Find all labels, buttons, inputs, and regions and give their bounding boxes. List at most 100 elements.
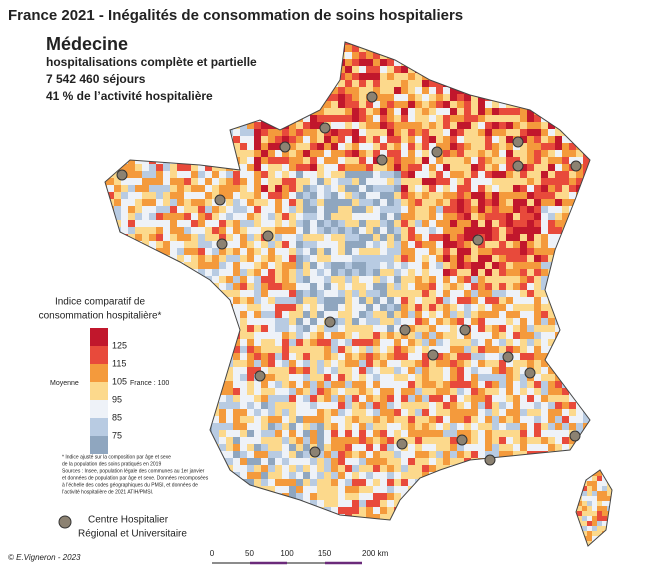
- commune-area: [520, 444, 528, 452]
- commune-area: [436, 360, 444, 368]
- commune-area: [205, 486, 213, 494]
- commune-area: [219, 87, 227, 95]
- commune-area: [135, 416, 143, 424]
- commune-area: [527, 157, 535, 165]
- commune-area: [394, 241, 402, 249]
- commune-area: [177, 409, 185, 417]
- commune-area: [471, 150, 479, 158]
- commune-area: [317, 360, 325, 368]
- commune-area: [548, 178, 556, 186]
- commune-area: [310, 220, 318, 228]
- commune-area: [373, 290, 381, 298]
- commune-area: [289, 262, 297, 270]
- commune-area: [359, 521, 367, 529]
- commune-area: [254, 437, 262, 445]
- commune-area: [394, 304, 402, 312]
- commune-area: [415, 206, 423, 214]
- commune-area: [499, 283, 507, 291]
- commune-area: [275, 42, 283, 46]
- commune-area: [492, 479, 500, 487]
- commune-area: [247, 318, 255, 326]
- commune-area: [602, 470, 608, 472]
- commune-area: [233, 248, 241, 256]
- commune-area: [296, 311, 304, 319]
- commune-area: [345, 290, 353, 298]
- commune-area: [331, 94, 339, 102]
- commune-area: [555, 388, 563, 396]
- commune-area: [191, 283, 199, 291]
- commune-area: [317, 255, 325, 263]
- commune-area: [436, 220, 444, 228]
- commune-area: [149, 241, 157, 249]
- commune-area: [296, 367, 304, 375]
- commune-area: [471, 206, 479, 214]
- commune-area: [415, 157, 423, 165]
- commune-area: [415, 94, 423, 102]
- commune-area: [352, 388, 360, 396]
- commune-area: [499, 248, 507, 256]
- commune-area: [135, 283, 143, 291]
- commune-area: [289, 283, 297, 291]
- commune-area: [105, 136, 108, 144]
- commune-area: [569, 66, 577, 74]
- commune-area: [219, 311, 227, 319]
- commune-area: [331, 374, 339, 382]
- commune-area: [394, 269, 402, 277]
- commune-area: [275, 255, 283, 263]
- commune-area: [562, 199, 570, 207]
- commune-area: [170, 171, 178, 179]
- commune-area: [303, 353, 311, 361]
- commune-area: [184, 444, 192, 452]
- commune-area: [527, 451, 535, 459]
- commune-area: [240, 332, 248, 340]
- commune-area: [191, 437, 199, 445]
- commune-area: [212, 262, 220, 270]
- commune-area: [408, 171, 416, 179]
- commune-area: [296, 353, 304, 361]
- commune-area: [352, 507, 360, 515]
- commune-area: [387, 66, 395, 74]
- commune-area: [520, 381, 528, 389]
- commune-area: [429, 360, 437, 368]
- commune-area: [527, 465, 535, 473]
- commune-area: [576, 444, 584, 452]
- commune-area: [163, 115, 171, 123]
- commune-area: [338, 87, 346, 95]
- commune-area: [527, 199, 535, 207]
- commune-area: [275, 262, 283, 270]
- commune-area: [387, 192, 395, 200]
- commune-area: [394, 297, 402, 305]
- commune-area: [247, 388, 255, 396]
- commune-area: [317, 493, 325, 501]
- commune-area: [296, 192, 304, 200]
- commune-area: [366, 325, 374, 333]
- commune-area: [380, 297, 388, 305]
- commune-area: [527, 143, 535, 151]
- commune-area: [492, 143, 500, 151]
- commune-area: [163, 248, 171, 256]
- commune-area: [254, 304, 262, 312]
- commune-area: [289, 164, 297, 172]
- commune-area: [142, 276, 150, 284]
- commune-area: [289, 465, 297, 473]
- commune-area: [380, 241, 388, 249]
- commune-area: [105, 122, 108, 130]
- commune-area: [443, 493, 451, 501]
- commune-area: [352, 234, 360, 242]
- commune-area: [471, 122, 479, 130]
- commune-area: [114, 269, 122, 277]
- commune-area: [135, 192, 143, 200]
- commune-area: [506, 374, 514, 382]
- commune-area: [303, 42, 311, 46]
- commune-area: [233, 430, 241, 438]
- commune-area: [289, 248, 297, 256]
- commune-area: [478, 255, 486, 263]
- commune-area: [261, 136, 269, 144]
- commune-area: [464, 129, 472, 137]
- commune-area: [450, 311, 458, 319]
- commune-area: [198, 395, 206, 403]
- commune-area: [394, 388, 402, 396]
- commune-area: [422, 402, 430, 410]
- commune-area: [303, 185, 311, 193]
- commune-area: [429, 493, 437, 501]
